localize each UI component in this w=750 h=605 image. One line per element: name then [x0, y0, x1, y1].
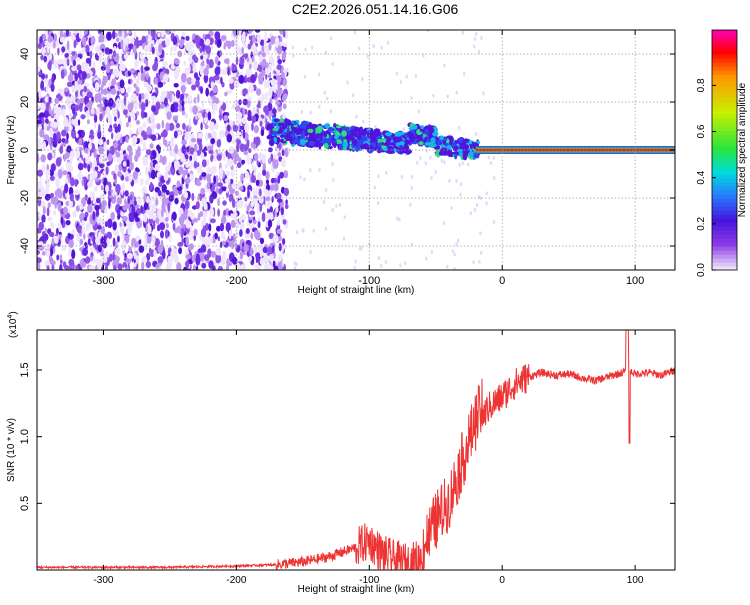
- y-tick-label: -20: [19, 190, 31, 206]
- x-axis-label: Height of straight line (km): [298, 285, 415, 296]
- colorbar-tick-label: 0.6: [696, 124, 707, 138]
- x-tick-label: -300: [92, 275, 114, 287]
- colorbar-tick-label: 0.4: [696, 170, 707, 184]
- x-tick-label: -100: [359, 575, 379, 586]
- y-tick-label: -40: [19, 238, 31, 254]
- x-tick-label: 100: [627, 575, 644, 586]
- noise-region: [37, 30, 290, 270]
- x-tick-label: -200: [225, 275, 247, 287]
- colorbar-label: Normalized spectral amplitude: [737, 82, 748, 217]
- scale-note-exponent: 4: [7, 315, 14, 319]
- x-tick-label: -200: [226, 575, 246, 586]
- colorbar: 0.0 0.2 0.4 0.6 0.8 Normalized spectral ampli…: [696, 29, 748, 277]
- svg-text:(x104): (x104): [7, 311, 19, 338]
- signal-track: [266, 117, 482, 161]
- x-tick-label: 100: [626, 275, 644, 287]
- scale-note: (x104): [7, 311, 19, 338]
- y-tick-label: 20: [19, 96, 31, 108]
- scale-note-base: (x10: [8, 318, 19, 338]
- x-tick-label: -300: [93, 575, 113, 586]
- x-tick-label: 0: [499, 575, 505, 586]
- figure-title: C2E2.2026.051.14.16.G06: [291, 1, 459, 17]
- y-tick-label: 40: [19, 48, 31, 60]
- y-tick-label: 0.5: [19, 496, 31, 511]
- colorbar-tick-label: 0.0: [696, 263, 707, 277]
- y-axis-label: Frequency (Hz): [6, 116, 17, 185]
- y-tick-label: 1.0: [19, 429, 31, 444]
- x-tick-label: -100: [358, 275, 380, 287]
- axis-ticks-panel-2: -300 -200 -100 0 100 0.5 1.0 1.5 Height of strai…: [6, 311, 675, 595]
- snr-series-line: [37, 330, 675, 570]
- x-tick-label: 0: [499, 275, 505, 287]
- colorbar-frame: [711, 29, 738, 271]
- colorbar-tick-label: 0.2: [696, 216, 707, 230]
- grid-panel-1: [37, 30, 675, 270]
- y-axis-label: SNR (10 * v/v): [6, 418, 17, 482]
- y-tick-label: 0: [19, 147, 31, 153]
- plot-frame-panel-2: [36, 329, 676, 571]
- y-tick-label: 1.5: [19, 362, 31, 377]
- colorbar-tick-label: 0.8: [696, 78, 707, 92]
- spectrogram-heatmap: [37, 30, 675, 270]
- carrier-line: [475, 148, 675, 152]
- x-axis-label: Height of straight line (km): [298, 584, 415, 595]
